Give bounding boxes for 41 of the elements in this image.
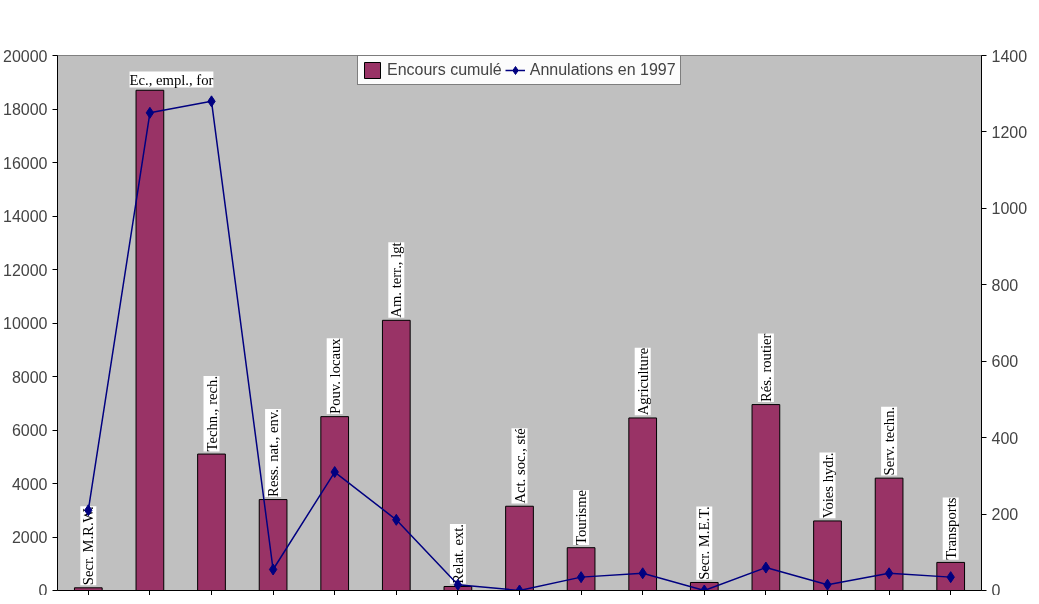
y2-tick-label: 800 — [991, 276, 1019, 294]
x-tick-label: Tourisme — [573, 489, 590, 546]
x-tick-label: Rés. routier — [757, 333, 774, 402]
x-tick-label: Voies hydr. — [819, 452, 836, 519]
legend-label: Annulations en 1997 — [529, 61, 676, 79]
point — [145, 106, 155, 119]
x-tick-label: Pouv. locaux — [326, 337, 343, 414]
x-tick-label: Agriculture — [634, 347, 651, 416]
y2-tick-label: 1400 — [991, 47, 1028, 65]
point — [576, 571, 586, 584]
y-tick-label: 18000 — [3, 101, 48, 118]
y-tick-label: 0 — [38, 581, 48, 599]
x-tick-label: Transports — [942, 497, 959, 560]
y-tick-label: 12000 — [3, 261, 48, 279]
x-tick-label: Serv. techn. — [881, 406, 898, 476]
y-tick-label: 2000 — [11, 529, 48, 546]
y2-tick-label: 400 — [991, 429, 1019, 447]
point — [761, 561, 771, 574]
y2-tick-label: 200 — [991, 506, 1019, 524]
x-tick-label: Act. soc., sté — [511, 428, 528, 504]
y2-tick-label: 1200 — [991, 123, 1028, 141]
y-tick-label: 14000 — [3, 208, 48, 225]
y-tick-label: 8000 — [11, 368, 48, 386]
y-tick-label: 16000 — [3, 154, 48, 172]
y-tick-label: 20000 — [3, 47, 48, 65]
legend-label: Encours cumulé — [387, 61, 502, 79]
y2-tick-label: 0 — [991, 581, 1001, 599]
x-tick-label: Secr. M.E.T. — [696, 506, 713, 580]
x-tick-label: Techn., rech. — [203, 375, 220, 452]
y-tick-label: 4000 — [11, 475, 48, 493]
x-tick-label: Ec., empl., for — [129, 71, 214, 88]
point — [884, 567, 894, 580]
x-tick-label: Ress. nat., env. — [265, 409, 282, 497]
y2-tick-label: 600 — [991, 353, 1019, 371]
x-tick-label: Secr. M.R.W. — [80, 506, 97, 586]
point — [268, 563, 278, 576]
y-tick-label: 10000 — [3, 315, 48, 332]
x-tick-label: Relat. ext. — [449, 523, 466, 584]
x-tick-label: Am. terr., lgt — [388, 242, 405, 318]
y2-tick-label: 1000 — [991, 200, 1028, 218]
y-tick-label: 6000 — [11, 422, 48, 439]
